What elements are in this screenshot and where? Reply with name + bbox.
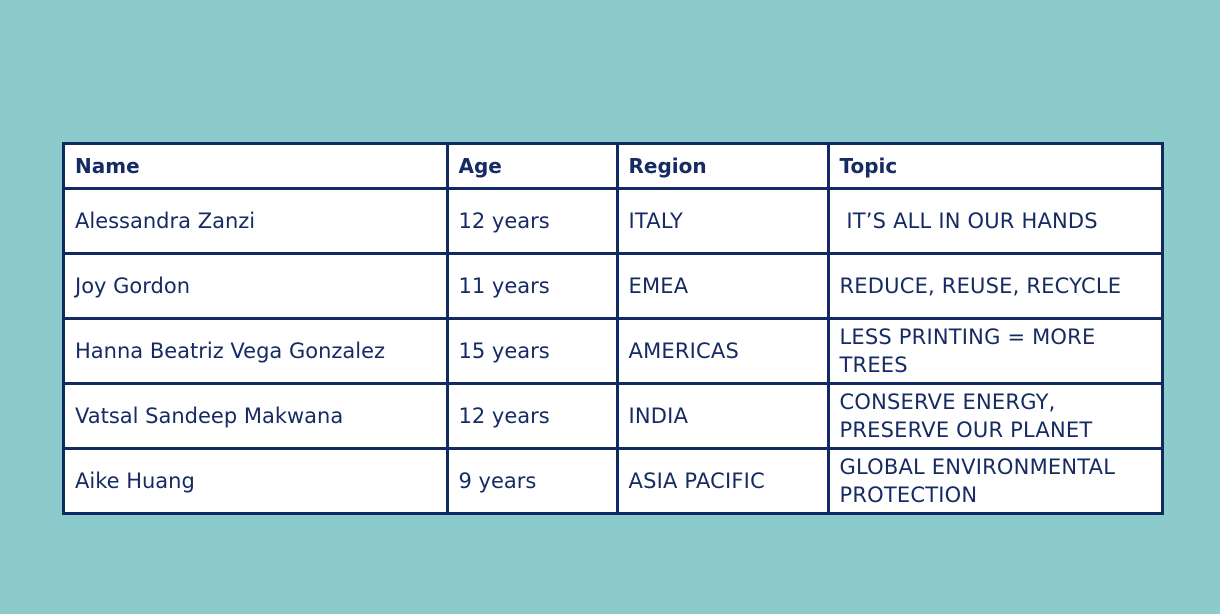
table-row: Vatsal Sandeep Makwana 12 years INDIA CO… bbox=[65, 382, 1161, 450]
cell-age: 12 years bbox=[445, 187, 619, 255]
header-age: Age bbox=[445, 145, 619, 190]
cell-name: Vatsal Sandeep Makwana bbox=[65, 382, 449, 450]
cell-topic: LESS PRINTING = MORE TREES bbox=[826, 317, 1161, 385]
cell-region: ITALY bbox=[615, 187, 830, 255]
participants-table: Name Age Region Topic Alessandra Zanzi 1… bbox=[65, 145, 1161, 512]
table-row: Hanna Beatriz Vega Gonzalez 15 years AME… bbox=[65, 317, 1161, 385]
cell-region: EMEA bbox=[615, 252, 830, 320]
table-header-row: Name Age Region Topic bbox=[65, 145, 1161, 190]
cell-age: 9 years bbox=[445, 447, 619, 512]
cell-name: Aike Huang bbox=[65, 447, 449, 512]
header-name: Name bbox=[65, 145, 449, 190]
cell-topic: GLOBAL ENVIRONMENTAL PROTECTION bbox=[826, 447, 1161, 512]
cell-topic: REDUCE, REUSE, RECYCLE bbox=[826, 252, 1161, 320]
cell-region: INDIA bbox=[615, 382, 830, 450]
cell-name: Alessandra Zanzi bbox=[65, 187, 449, 255]
cell-name: Hanna Beatriz Vega Gonzalez bbox=[65, 317, 449, 385]
cell-topic: IT’S ALL IN OUR HANDS bbox=[826, 187, 1161, 255]
cell-age: 15 years bbox=[445, 317, 619, 385]
header-region: Region bbox=[615, 145, 830, 190]
cell-topic: CONSERVE ENERGY, PRESERVE OUR PLANET bbox=[826, 382, 1161, 450]
table-row: Alessandra Zanzi 12 years ITALY IT’S ALL… bbox=[65, 187, 1161, 255]
cell-region: AMERICAS bbox=[615, 317, 830, 385]
header-topic: Topic bbox=[826, 145, 1161, 190]
table-row: Aike Huang 9 years ASIA PACIFIC GLOBAL E… bbox=[65, 447, 1161, 512]
participants-table-container: Name Age Region Topic Alessandra Zanzi 1… bbox=[62, 142, 1164, 515]
cell-name: Joy Gordon bbox=[65, 252, 449, 320]
cell-region: ASIA PACIFIC bbox=[615, 447, 830, 512]
cell-age: 12 years bbox=[445, 382, 619, 450]
table-row: Joy Gordon 11 years EMEA REDUCE, REUSE, … bbox=[65, 252, 1161, 320]
cell-age: 11 years bbox=[445, 252, 619, 320]
